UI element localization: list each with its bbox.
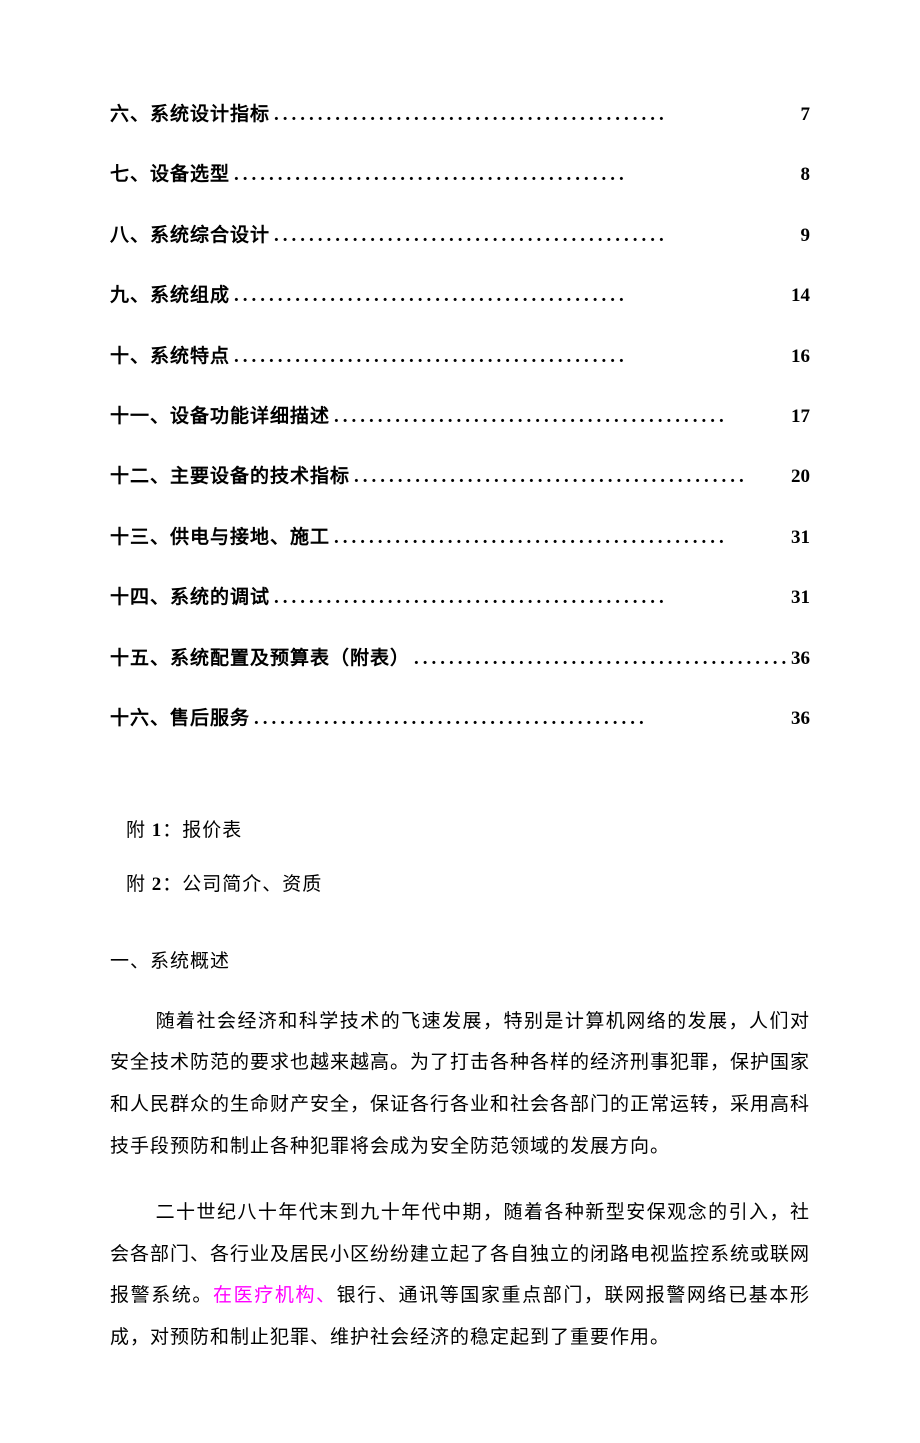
section-heading: 一、系统概述 [110,943,810,981]
toc-leader-dots: ........................................… [330,523,791,553]
appendix-number: 2 [152,874,163,895]
toc-item: 十六、售后服务 ................................… [110,704,810,734]
appendix-prefix: 附 [126,820,152,841]
toc-page-number: 8 [801,160,811,190]
toc-leader-dots: ........................................… [250,704,791,734]
toc-page-number: 17 [791,402,810,432]
toc-page-number: 9 [801,221,811,251]
toc-leader-dots: ........................................… [330,402,791,432]
appendix-number: 1 [152,820,163,841]
toc-leader-dots: ........................................… [230,160,800,190]
appendix-label: 公司简介、资质 [182,874,322,895]
appendix-colon: ： [162,820,182,841]
toc-leader-dots: ........................................… [350,462,791,492]
toc-item: 十五、系统配置及预算表（附表） ........................… [110,644,810,674]
toc-label: 十、系统特点 [110,342,230,372]
toc-page-number: 36 [791,644,810,674]
toc-item: 十、系统特点 .................................… [110,342,810,372]
body-paragraph: 随着社会经济和科学技术的飞速发展，特别是计算机网络的发展，人们对安全技术防范的要… [110,1001,810,1168]
toc-item: 九、系统组成 .................................… [110,281,810,311]
body-paragraph: 二十世纪八十年代末到九十年代中期，随着各种新型安保观念的引入，社会各部门、各行业… [110,1192,810,1359]
toc-label: 十一、设备功能详细描述 [110,402,330,432]
appendix-list: 附 1：报价表 附 2：公司简介、资质 [110,814,810,902]
appendix-item: 附 1：报价表 [110,814,810,848]
appendix-item: 附 2：公司简介、资质 [110,868,810,902]
toc-label: 六、系统设计指标 [110,100,270,130]
toc-leader-dots: ........................................… [270,100,800,130]
toc-leader-dots: ........................................… [230,281,791,311]
highlighted-text: 在医疗机构、 [213,1285,337,1306]
toc-label: 七、设备选型 [110,160,230,190]
toc-leader-dots: ........................................… [270,221,800,251]
toc-page-number: 16 [791,342,810,372]
toc-page-number: 36 [791,704,810,734]
toc-page-number: 31 [791,523,810,553]
toc-page-number: 20 [791,462,810,492]
toc-item: 十二、主要设备的技术指标 ...........................… [110,462,810,492]
toc-item: 六、系统设计指标 ...............................… [110,100,810,130]
toc-item: 八、系统综合设计 ...............................… [110,221,810,251]
table-of-contents: 六、系统设计指标 ...............................… [110,100,810,734]
toc-label: 八、系统综合设计 [110,221,270,251]
toc-leader-dots: ........................................… [410,644,791,674]
toc-label: 十五、系统配置及预算表（附表） [110,644,410,674]
toc-label: 九、系统组成 [110,281,230,311]
toc-item: 十三、供电与接地、施工 ............................… [110,523,810,553]
toc-page-number: 31 [791,583,810,613]
appendix-prefix: 附 [126,874,152,895]
toc-page-number: 14 [791,281,810,311]
toc-label: 十三、供电与接地、施工 [110,523,330,553]
toc-item: 七、设备选型 .................................… [110,160,810,190]
toc-page-number: 7 [801,100,811,130]
toc-item: 十一、设备功能详细描述 ............................… [110,402,810,432]
toc-leader-dots: ........................................… [230,342,791,372]
toc-label: 十四、系统的调试 [110,583,270,613]
toc-label: 十二、主要设备的技术指标 [110,462,350,492]
appendix-label: 报价表 [182,820,242,841]
toc-item: 十四、系统的调试 ...............................… [110,583,810,613]
toc-label: 十六、售后服务 [110,704,250,734]
appendix-colon: ： [162,874,182,895]
toc-leader-dots: ........................................… [270,583,791,613]
